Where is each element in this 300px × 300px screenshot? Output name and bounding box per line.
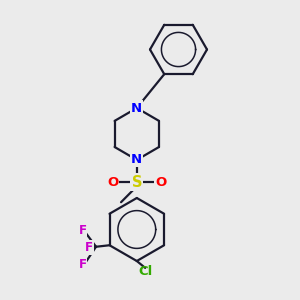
Text: F: F (79, 257, 86, 271)
Text: O: O (107, 176, 118, 189)
Text: N: N (131, 153, 142, 167)
Text: O: O (155, 176, 166, 189)
Text: F: F (79, 224, 86, 238)
Text: N: N (131, 101, 142, 115)
Text: S: S (132, 175, 142, 190)
Text: F: F (85, 241, 93, 254)
Text: Cl: Cl (138, 265, 152, 278)
